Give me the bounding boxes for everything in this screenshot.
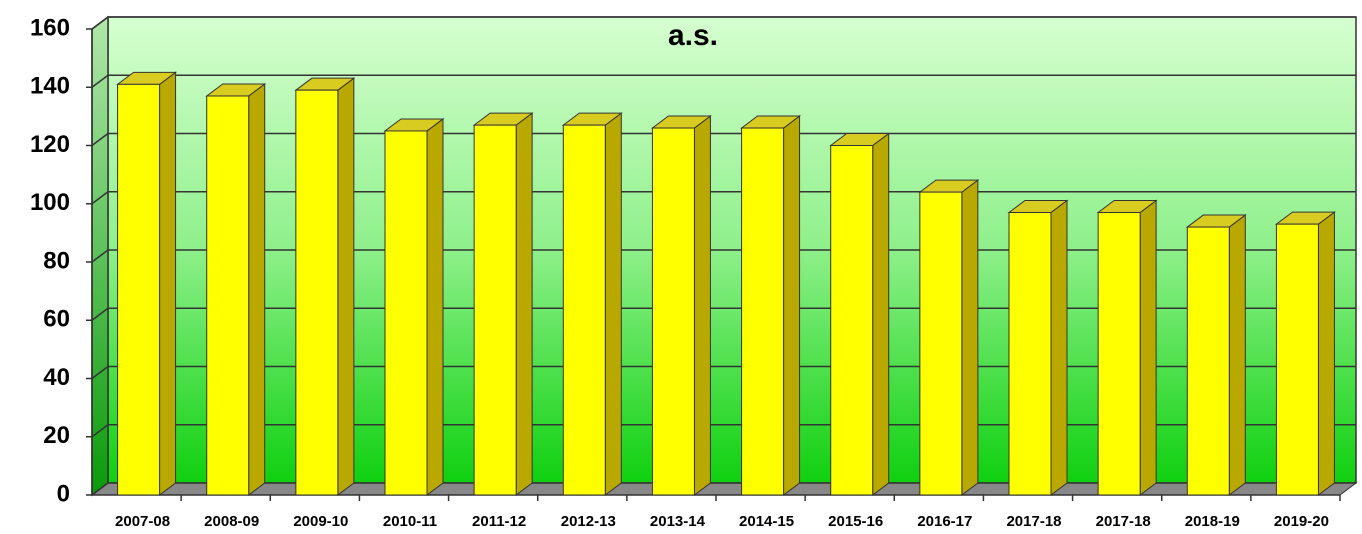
bar [117,83,161,496]
bar [473,124,517,496]
x-tick-label: 2008-09 [204,513,259,530]
bar [830,145,874,496]
bar-side [604,112,622,496]
x-tick-label: 2016-17 [917,513,972,530]
y-tick-label: 120 [30,131,70,158]
x-tick-label: 2015-16 [828,513,883,530]
bar-side [515,112,533,496]
floor [90,482,1358,496]
bar-side [1050,199,1068,496]
bar [651,127,695,496]
grid-line [91,74,109,88]
y-tick-label: 60 [43,306,70,333]
bar [1097,211,1141,496]
x-tick-label: 2012-13 [561,513,616,530]
grid-line [91,424,109,438]
grid-line [91,307,109,321]
y-tick-label: 100 [30,189,70,216]
y-tick-label: 0 [57,480,70,507]
bar-side [783,115,801,496]
bar [741,127,785,496]
bar-side [693,115,711,496]
bars [116,71,1336,496]
grid-line [91,132,109,147]
bar [1186,226,1230,496]
grid-line [91,365,109,380]
x-tick-label: 2011-12 [472,513,526,530]
x-tick-label: 2017-18 [1096,513,1151,530]
y-tick-label: 160 [30,14,70,41]
grid-line [91,191,109,205]
bar-side [1139,199,1157,496]
y-tick-label: 20 [43,422,70,449]
chart-title: a.s. [668,19,718,52]
x-tick-label: 2009-10 [293,513,348,530]
x-tick-label: 2014-15 [739,513,794,530]
bar-side [337,77,355,496]
grid-line [91,482,109,496]
bar-side [248,82,266,496]
x-tick-label: 2017-18 [1006,513,1061,530]
bar [562,124,606,496]
bar [384,130,428,496]
bar [919,191,963,496]
bar [295,89,339,496]
y-tick-label: 140 [30,73,70,100]
y-tick-label: 40 [43,364,70,391]
bar-side [159,71,177,496]
bar-side [1317,211,1335,496]
x-tick-label: 2018-19 [1185,513,1240,530]
plot-background [90,15,1358,497]
bar [206,95,250,496]
x-tick-label: 2007-08 [115,513,170,530]
x-tick-label: 2019-20 [1274,513,1329,530]
bar-side [872,132,890,496]
bar-side [961,179,979,496]
x-tick-label: 2013-14 [650,513,706,530]
grid-line [91,249,109,263]
x-tick-label: 2010-11 [383,513,437,530]
bar-side [426,117,444,496]
bar [1008,211,1052,496]
bar-side [1228,214,1246,496]
y-tick-label: 80 [43,247,70,274]
labels: 0 20 40 60 80 100 120 140 160 2007-08 2008-09 2009-… [30,14,1329,530]
bar [1275,223,1319,496]
grid-line [91,16,109,30]
